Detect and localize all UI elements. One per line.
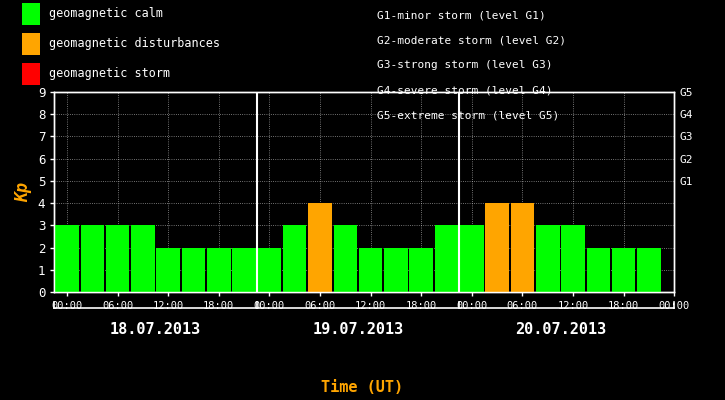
Text: G4-severe storm (level G4): G4-severe storm (level G4) bbox=[377, 86, 552, 96]
Bar bbox=[460, 225, 484, 292]
Bar bbox=[182, 248, 205, 292]
Bar bbox=[359, 248, 382, 292]
Bar bbox=[80, 225, 104, 292]
Text: Time (UT): Time (UT) bbox=[321, 380, 404, 396]
Text: geomagnetic storm: geomagnetic storm bbox=[49, 68, 170, 80]
Bar bbox=[536, 225, 560, 292]
Text: G3-strong storm (level G3): G3-strong storm (level G3) bbox=[377, 60, 552, 70]
Bar bbox=[435, 225, 458, 292]
Bar bbox=[308, 203, 332, 292]
Bar bbox=[637, 248, 660, 292]
Bar bbox=[510, 203, 534, 292]
Text: G5-extreme storm (level G5): G5-extreme storm (level G5) bbox=[377, 111, 559, 121]
Bar bbox=[106, 225, 129, 292]
Text: 19.07.2013: 19.07.2013 bbox=[312, 322, 404, 338]
Bar bbox=[55, 225, 79, 292]
Text: geomagnetic calm: geomagnetic calm bbox=[49, 8, 162, 20]
Text: geomagnetic disturbances: geomagnetic disturbances bbox=[49, 38, 220, 50]
Bar bbox=[233, 248, 256, 292]
Bar bbox=[612, 248, 635, 292]
Bar bbox=[131, 225, 154, 292]
Bar bbox=[561, 225, 585, 292]
Text: G1-minor storm (level G1): G1-minor storm (level G1) bbox=[377, 10, 546, 20]
Bar bbox=[257, 248, 281, 292]
Y-axis label: Kp: Kp bbox=[14, 182, 33, 202]
Bar bbox=[334, 225, 357, 292]
Text: 18.07.2013: 18.07.2013 bbox=[110, 322, 202, 338]
Bar bbox=[207, 248, 231, 292]
Bar bbox=[410, 248, 433, 292]
Bar bbox=[587, 248, 610, 292]
Text: 20.07.2013: 20.07.2013 bbox=[515, 322, 606, 338]
Bar bbox=[283, 225, 307, 292]
Text: G2-moderate storm (level G2): G2-moderate storm (level G2) bbox=[377, 35, 566, 45]
Bar bbox=[384, 248, 407, 292]
Bar bbox=[485, 203, 509, 292]
Bar bbox=[157, 248, 180, 292]
